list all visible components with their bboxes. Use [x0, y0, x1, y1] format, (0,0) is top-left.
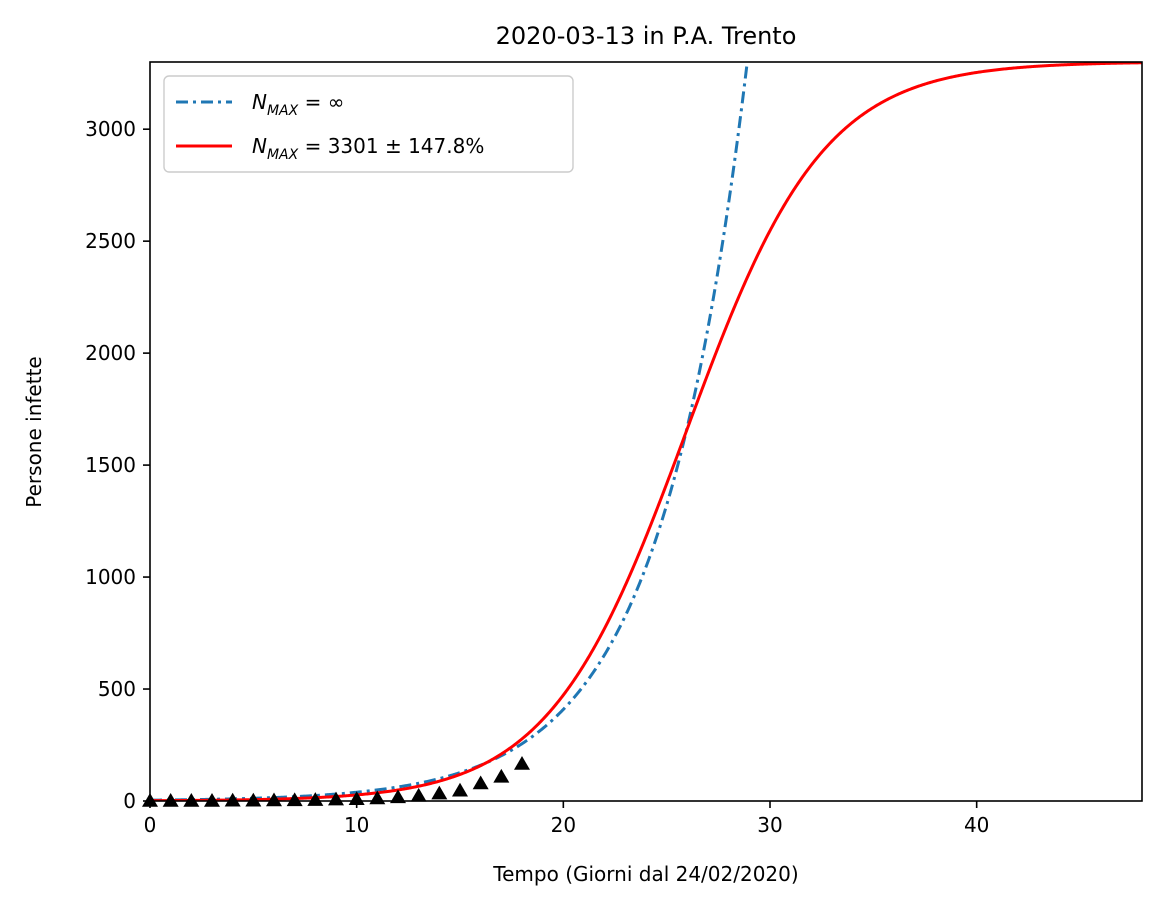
- observed-point: [286, 792, 303, 807]
- legend-label-0: NMAX = ∞: [252, 90, 344, 119]
- x-axis-label: Tempo (Giorni dal 24/02/2020): [492, 862, 798, 886]
- legend-box: [163, 75, 574, 173]
- y-axis-label: Persone infette: [22, 356, 46, 507]
- observed-point: [410, 787, 427, 802]
- observed-point: [204, 793, 220, 807]
- x-axis: 0 10 20 30 40: [144, 801, 989, 837]
- observed-point: [162, 793, 179, 807]
- observed-point: [307, 792, 324, 806]
- observed-point: [514, 756, 530, 770]
- observed-point: [493, 768, 510, 783]
- y-tick-label: 500: [98, 677, 136, 701]
- chart-title: 2020-03-13 in P.A. Trento: [496, 22, 797, 50]
- legend: NMAX = ∞ NMAX = 3301 ± 147.8%: [163, 75, 574, 173]
- x-tick-label: 10: [344, 813, 369, 837]
- plot-frame: [149, 61, 1143, 802]
- observed-point: [245, 792, 262, 807]
- y-tick-label: 0: [123, 789, 136, 813]
- y-tick-label: 2000: [85, 341, 136, 365]
- observed-point: [328, 791, 344, 806]
- x-tick-label: 30: [757, 813, 782, 837]
- observed-point: [472, 775, 489, 790]
- x-tick-label: 20: [551, 813, 576, 837]
- observed-point: [452, 782, 468, 797]
- observed-point: [224, 792, 241, 807]
- y-tick-label: 1000: [85, 565, 136, 589]
- y-tick-label: 1500: [85, 453, 136, 477]
- observed-point: [183, 793, 200, 807]
- observed-point: [266, 792, 282, 807]
- observed-point: [431, 785, 448, 800]
- y-tick-label: 3000: [85, 117, 136, 141]
- x-tick-label: 40: [964, 813, 989, 837]
- legend-label-1: NMAX = 3301 ± 147.8%: [252, 134, 484, 163]
- x-tick-label: 0: [144, 813, 157, 837]
- observed-markers: [142, 756, 530, 807]
- y-axis: 0 500 1000 1500 2000 2500 3000: [85, 117, 150, 813]
- observed-point: [390, 789, 406, 804]
- y-tick-label: 2500: [85, 229, 136, 253]
